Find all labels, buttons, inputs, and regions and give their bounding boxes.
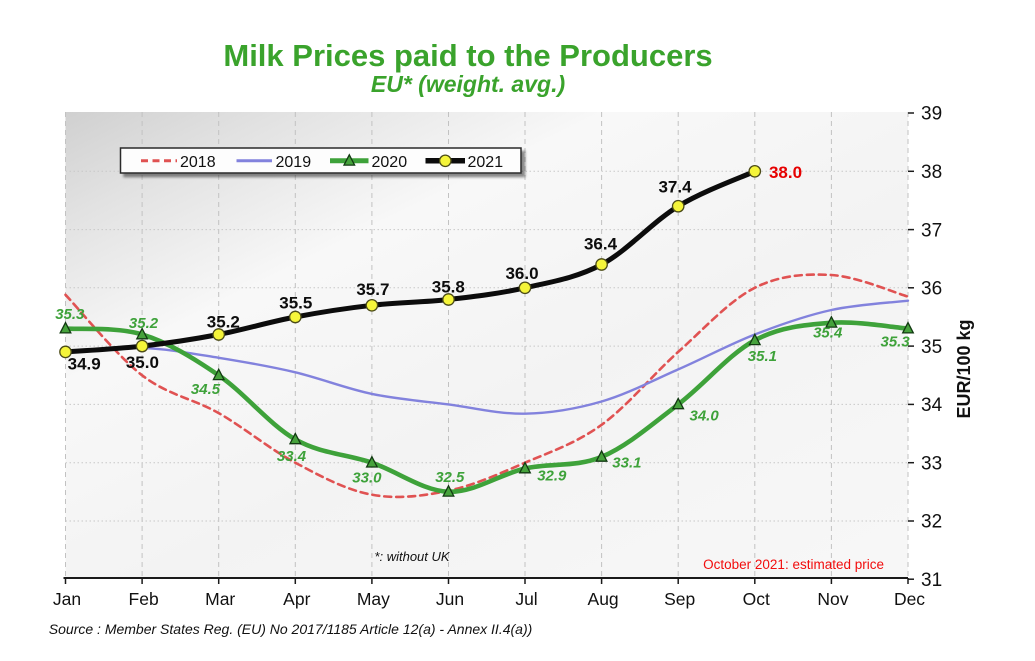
svg-text:EU* (weight. avg.): EU* (weight. avg.) [371,71,565,97]
svg-text:33.1: 33.1 [612,455,641,472]
svg-text:34.0: 34.0 [689,407,719,424]
svg-text:Jan: Jan [53,589,81,609]
svg-text:Jun: Jun [436,589,464,609]
svg-text:36.4: 36.4 [584,235,618,254]
svg-text:Mar: Mar [205,589,235,609]
svg-text:Apr: Apr [283,589,310,609]
svg-text:37: 37 [921,220,942,241]
svg-text:35.5: 35.5 [279,294,312,313]
svg-text:Feb: Feb [129,589,159,609]
svg-text:35.2: 35.2 [129,315,159,332]
svg-text:32.5: 32.5 [435,469,465,486]
svg-text:35.7: 35.7 [356,280,389,299]
svg-text:Source : Member States Reg. (E: Source : Member States Reg. (EU) No 2017… [49,621,532,637]
svg-text:Milk Prices paid to the Produc: Milk Prices paid to the Producers [223,38,712,73]
svg-text:35.4: 35.4 [813,324,843,341]
svg-text:2021: 2021 [468,154,504,171]
svg-text:36: 36 [921,279,942,300]
svg-text:32.9: 32.9 [537,467,567,484]
svg-text:33.4: 33.4 [277,448,307,465]
svg-text:35: 35 [921,337,942,358]
svg-text:2020: 2020 [372,154,408,171]
svg-text:35.3: 35.3 [880,334,910,351]
svg-text:Oct: Oct [743,589,770,609]
svg-text:33.0: 33.0 [352,470,382,487]
svg-text:35.3: 35.3 [55,306,85,323]
svg-text:2019: 2019 [276,154,312,171]
svg-text:34.5: 34.5 [191,381,221,398]
svg-text:39: 39 [921,104,942,125]
svg-text:October 2021: estimated price: October 2021: estimated price [703,557,884,572]
svg-text:Sep: Sep [664,589,695,609]
svg-text:36.0: 36.0 [505,264,538,283]
svg-text:EUR/100 kg: EUR/100 kg [954,319,974,418]
svg-text:*: without UK: *: without UK [374,549,450,564]
svg-text:35.0: 35.0 [126,353,159,372]
svg-text:35.1: 35.1 [748,348,777,365]
svg-text:May: May [357,589,390,609]
svg-text:31: 31 [921,570,942,591]
svg-text:Nov: Nov [817,589,848,609]
svg-text:38.0: 38.0 [769,163,802,182]
svg-text:Aug: Aug [588,589,619,609]
svg-text:32: 32 [921,512,942,533]
svg-text:Jul: Jul [515,589,537,609]
svg-text:2018: 2018 [180,154,216,171]
svg-text:37.4: 37.4 [658,178,692,197]
svg-text:34.9: 34.9 [68,355,101,374]
svg-text:33: 33 [921,453,942,474]
svg-text:34: 34 [921,395,943,416]
svg-text:Dec: Dec [894,589,925,609]
svg-text:35.8: 35.8 [432,278,465,297]
svg-text:38: 38 [921,162,942,183]
svg-text:35.2: 35.2 [207,313,240,332]
